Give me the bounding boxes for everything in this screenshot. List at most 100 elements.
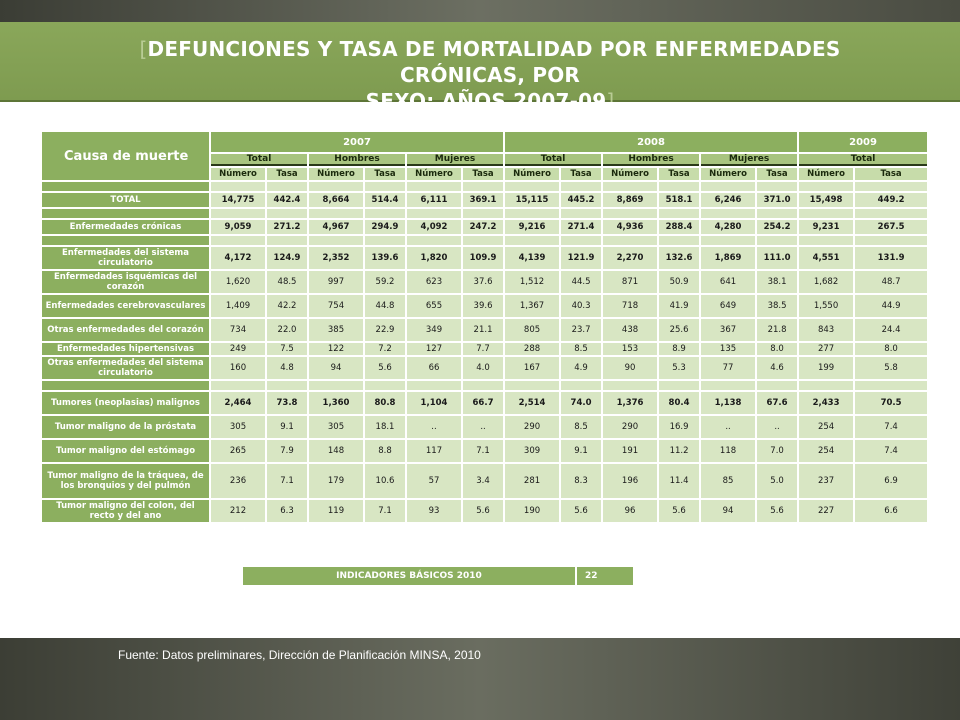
cell-numero: 367 <box>701 319 756 341</box>
cell-numero: 85 <box>701 464 756 498</box>
cell-tasa: 59.2 <box>365 271 405 293</box>
spacer-cell <box>267 182 307 191</box>
cell-tasa: 4.8 <box>267 357 307 379</box>
cell-tasa: 39.6 <box>463 295 504 317</box>
cell-numero: 118 <box>701 440 756 462</box>
cell-tasa: 4.6 <box>757 357 798 379</box>
cell-numero: 623 <box>407 271 461 293</box>
cell-numero: 9,059 <box>211 220 265 234</box>
cell-tasa: 74.0 <box>561 392 602 414</box>
year-header-2007: 2007 <box>211 132 504 152</box>
cell-numero: 4,551 <box>799 247 854 269</box>
cell-tasa: 5.6 <box>757 500 798 522</box>
cell-tasa: 294.9 <box>365 220 405 234</box>
cell-tasa: 254.2 <box>757 220 798 234</box>
cell-tasa: 4.0 <box>463 357 504 379</box>
spacer-cell <box>463 182 504 191</box>
spacer-cell <box>701 236 756 245</box>
slide-content: Causa de muerte 2007 2008 2009 Total Hom… <box>0 102 960 638</box>
cell-numero: 94 <box>309 357 363 379</box>
cell-tasa: 11.4 <box>659 464 700 498</box>
table-row: Enfermedades crónicas 9,059 271.2 4,967 294.… <box>42 220 928 234</box>
spacer-cell <box>463 209 504 218</box>
spacer-cell <box>561 182 602 191</box>
group-header: Mujeres <box>701 154 798 166</box>
column-header-tasa: Tasa <box>757 168 798 180</box>
row-label: Enfermedades isquémicas del corazón <box>42 271 209 293</box>
cell-numero: 119 <box>309 500 363 522</box>
spacer-cell <box>701 209 756 218</box>
cell-tasa: 9.1 <box>561 440 602 462</box>
cell-tasa: 42.2 <box>267 295 307 317</box>
cell-numero: 6,111 <box>407 193 461 207</box>
spacer-cell <box>407 182 461 191</box>
spacer-cell <box>42 236 209 245</box>
cell-tasa: 10.6 <box>365 464 405 498</box>
table-row: Tumor maligno de la próstata 305 9.1 305 18.… <box>42 416 928 438</box>
cell-numero: 179 <box>309 464 363 498</box>
cell-tasa: 80.8 <box>365 392 405 414</box>
column-header-tasa: Tasa <box>855 168 928 180</box>
group-header: Total <box>505 154 602 166</box>
cell-tasa: 50.9 <box>659 271 700 293</box>
cell-tasa: 8.0 <box>855 343 928 355</box>
cell-numero: 4,936 <box>603 220 658 234</box>
cell-numero: 94 <box>701 500 756 522</box>
cell-numero: 4,280 <box>701 220 756 234</box>
cell-tasa: 8.0 <box>757 343 798 355</box>
cell-numero: 2,464 <box>211 392 265 414</box>
table-row: Tumor maligno de la tráquea, de los bron… <box>42 464 928 498</box>
cell-numero: 127 <box>407 343 461 355</box>
cell-numero: 15,115 <box>505 193 560 207</box>
cell-numero: 1,682 <box>799 271 854 293</box>
cell-tasa: 48.7 <box>855 271 928 293</box>
spacer-cell <box>603 236 658 245</box>
spacer-cell <box>855 182 928 191</box>
cell-tasa: 271.2 <box>267 220 307 234</box>
cell-tasa: 271.4 <box>561 220 602 234</box>
cell-numero: 1,550 <box>799 295 854 317</box>
cell-numero: 1,376 <box>603 392 658 414</box>
cell-numero: 153 <box>603 343 658 355</box>
spacer-cell <box>42 381 209 390</box>
cell-tasa: 7.5 <box>267 343 307 355</box>
group-header: Total <box>799 154 928 166</box>
cell-numero: 1,620 <box>211 271 265 293</box>
cell-numero: 290 <box>603 416 658 438</box>
cell-numero: 1,869 <box>701 247 756 269</box>
row-label: TOTAL <box>42 193 209 207</box>
cell-tasa: 8.3 <box>561 464 602 498</box>
spacer-cell <box>757 236 798 245</box>
cell-numero: 718 <box>603 295 658 317</box>
cell-numero: 96 <box>603 500 658 522</box>
spacer-cell <box>799 236 854 245</box>
cell-tasa: 5.6 <box>463 500 504 522</box>
cell-numero: 2,352 <box>309 247 363 269</box>
cell-tasa: 80.4 <box>659 392 700 414</box>
table-row: Enfermedades cerebrovasculares 1,409 42.2 7… <box>42 295 928 317</box>
cell-numero: 1,138 <box>701 392 756 414</box>
cell-tasa: 4.9 <box>561 357 602 379</box>
cell-numero: 305 <box>309 416 363 438</box>
row-label: Enfermedades hipertensivas <box>42 343 209 355</box>
spacer-cell <box>365 182 405 191</box>
spacer-cell <box>407 236 461 245</box>
cell-tasa: 41.9 <box>659 295 700 317</box>
cell-numero: 305 <box>211 416 265 438</box>
cell-numero: 122 <box>309 343 363 355</box>
cell-tasa: 22.0 <box>267 319 307 341</box>
cell-numero: 385 <box>309 319 363 341</box>
spacer-cell <box>211 182 265 191</box>
spacer-cell <box>561 381 602 390</box>
cell-tasa: 22.9 <box>365 319 405 341</box>
spacer-cell <box>267 209 307 218</box>
cell-numero: 4,139 <box>505 247 560 269</box>
cell-tasa: 131.9 <box>855 247 928 269</box>
column-header-tasa: Tasa <box>659 168 700 180</box>
row-label: Tumor maligno del colon, del recto y del… <box>42 500 209 522</box>
cell-numero: 805 <box>505 319 560 341</box>
bottom-band: Fuente: Datos preliminares, Dirección de… <box>0 638 960 720</box>
cell-tasa: 7.0 <box>757 440 798 462</box>
cell-tasa: 5.0 <box>757 464 798 498</box>
spacer-cell <box>701 182 756 191</box>
